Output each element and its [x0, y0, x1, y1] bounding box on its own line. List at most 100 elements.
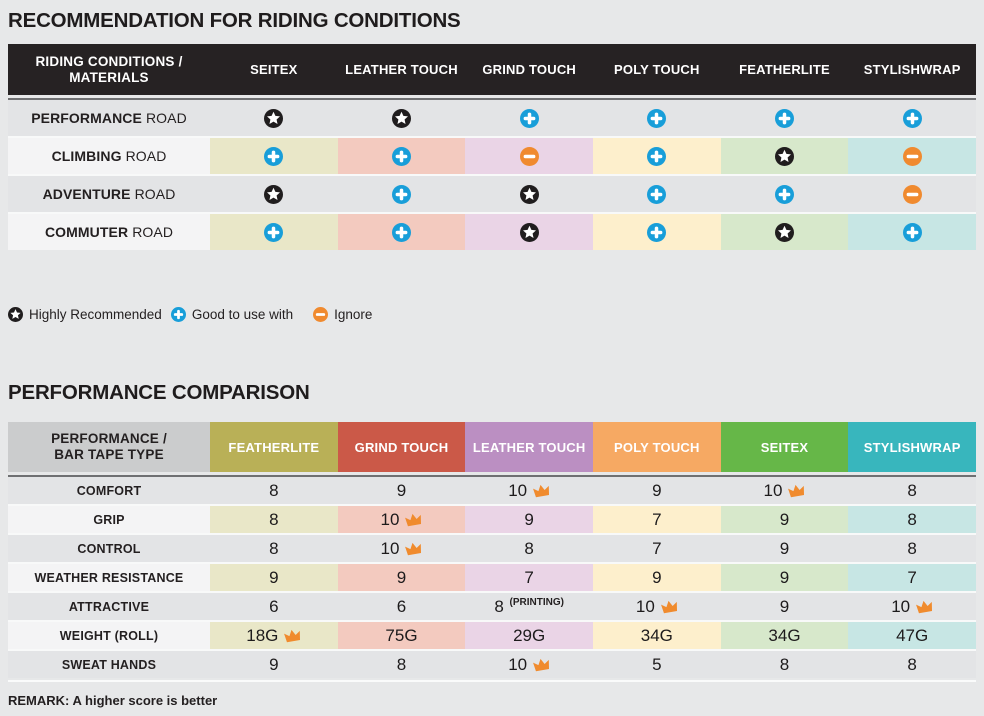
column-header-seitex: SEITEX — [720, 422, 849, 472]
legend-item-good-to-use-with: Good to use with — [170, 307, 293, 322]
cell-seitex: 10 — [721, 477, 849, 504]
score-value: 9 — [779, 596, 790, 616]
table-row-weather-resistance: WEATHER RESISTANCE 9 9 7 9 9 7 — [8, 562, 976, 591]
cell-grind-touch: 6 — [338, 593, 466, 620]
cell-featherlite: 8 — [210, 477, 338, 504]
cell-seitex — [210, 100, 338, 136]
crown-icon — [660, 599, 679, 615]
star-icon — [774, 146, 794, 166]
cell-seitex — [210, 214, 338, 250]
score-value: 9 — [652, 567, 662, 587]
column-header-stylishwrap: STYLISHWRAP — [863, 62, 961, 77]
cell-stylishwrap: 47G — [848, 622, 976, 649]
cell-poly-touch: 34G — [592, 622, 721, 649]
plus-icon — [647, 146, 667, 166]
minus-icon — [902, 146, 922, 166]
score-value: 10 — [380, 538, 400, 558]
cell-stylishwrap — [848, 214, 976, 250]
score-value: 8 — [396, 654, 407, 674]
row-label-strong: ADVENTURE — [42, 186, 131, 202]
score-value: 8 — [779, 654, 790, 674]
corner-header: PERFORMANCE / BAR TAPE TYPE — [8, 422, 210, 472]
column-header-leather-touch: LEATHER TOUCH — [345, 62, 458, 77]
score-note: (PRINTING) — [506, 597, 564, 608]
column-header-stylishwrap: STYLISHWRAP — [848, 422, 976, 472]
performance-rows: COMFORT 8 9 10 9 10 8 GRIP 8 10 9 7 9 8 CONTROL 8 10 8 7 9 8… — [8, 477, 976, 678]
cell-poly-touch: 9 — [593, 477, 721, 504]
score-value: 6 — [396, 596, 407, 616]
row-label-rest: ROAD — [128, 224, 174, 240]
corner-header-line1: RIDING CONDITIONS / — [35, 53, 183, 69]
cell-grind-touch — [465, 176, 593, 212]
score-value: 8 — [269, 480, 279, 500]
score-value: 10 — [891, 596, 911, 616]
cell-featherlite — [720, 214, 849, 250]
crown-icon — [283, 628, 302, 644]
cell-leather-touch — [337, 138, 466, 174]
column-header-leather-touch: LEATHER TOUCH — [465, 422, 593, 472]
score-value: 8 — [907, 538, 917, 558]
row-label-adventure-road: ADVENTURE ROAD — [8, 176, 210, 212]
remark-text: REMARK: A higher score is better — [8, 693, 218, 708]
plus-icon — [391, 146, 411, 166]
cell-featherlite: 18G — [210, 622, 338, 649]
column-header-featherlite: FEATHERLITE — [210, 422, 338, 472]
cell-poly-touch: 7 — [593, 535, 721, 562]
cell-grind-touch: 9 — [338, 477, 466, 504]
score-value: 9 — [652, 480, 662, 500]
cell-featherlite: 8 — [210, 506, 338, 533]
score-value: 7 — [652, 538, 662, 558]
column-header-seitex: SEITEX — [250, 62, 298, 77]
column-header-poly-touch: POLY TOUCH — [592, 422, 721, 472]
cell-poly-touch: 9 — [592, 564, 721, 591]
score-value: 10 — [380, 509, 400, 529]
crown-icon — [404, 541, 423, 557]
crown-icon — [915, 599, 934, 615]
row-label-rest: ROAD — [141, 110, 187, 126]
score-value: 6 — [269, 596, 279, 616]
cell-poly-touch — [593, 100, 721, 136]
cell-featherlite: 6 — [210, 593, 338, 620]
cell-featherlite: 8 — [210, 535, 338, 562]
recommendation-header-row: RIDING CONDITIONS / MATERIALS SEITEX LEATHE… — [8, 44, 976, 95]
column-header-featherlite: FEATHERLITE — [739, 62, 830, 77]
cell-poly-touch — [593, 176, 721, 212]
row-label-rest: ROAD — [121, 148, 167, 164]
recommendation-rows: PERFORMANCE ROAD CLIMBING ROAD ADVENTURE R… — [8, 100, 976, 250]
cell-seitex: 9 — [720, 564, 849, 591]
divider — [8, 680, 976, 682]
score-value: 8 — [907, 480, 917, 500]
minus-icon — [519, 146, 539, 166]
star-icon — [264, 108, 284, 128]
recommendation-table: RIDING CONDITIONS / MATERIALS SEITEX LEATHE… — [8, 44, 976, 250]
row-label-grip: GRIP — [8, 506, 210, 533]
minus-icon — [902, 184, 922, 204]
corner-header-line2: MATERIALS — [69, 69, 149, 85]
cell-leather-touch: 10 — [465, 651, 593, 678]
cell-grind-touch — [465, 100, 593, 136]
header-rule — [8, 475, 976, 477]
cell-featherlite — [721, 176, 849, 212]
row-label-weight-roll: WEIGHT (ROLL) — [8, 622, 210, 649]
minus-icon — [313, 307, 329, 322]
score-value: 18G — [246, 625, 279, 645]
cell-stylishwrap: 8 — [848, 506, 976, 533]
star-icon — [264, 184, 284, 204]
corner-header: RIDING CONDITIONS / MATERIALS — [8, 44, 210, 95]
cell-poly-touch: 7 — [592, 506, 721, 533]
score-value: 34G — [768, 625, 801, 645]
score-value: 9 — [779, 509, 790, 529]
row-label-comfort: COMFORT — [76, 483, 142, 498]
row-label-performance-road: PERFORMANCE ROAD — [8, 100, 210, 136]
crown-icon — [404, 512, 423, 528]
row-label-commuter-road: COMMUTER ROAD — [8, 214, 210, 250]
plus-icon — [170, 307, 186, 322]
cell-seitex — [210, 138, 338, 174]
row-label-climbing-road: CLIMBING ROAD — [8, 138, 210, 174]
score-value: 29G — [513, 625, 546, 645]
cell-stylishwrap: 8 — [848, 477, 976, 504]
plus-icon — [774, 184, 794, 204]
star-icon — [519, 222, 539, 242]
table-row-comfort: COMFORT 8 9 10 9 10 8 — [8, 477, 976, 504]
cell-leather-touch: 8 — [465, 535, 593, 562]
